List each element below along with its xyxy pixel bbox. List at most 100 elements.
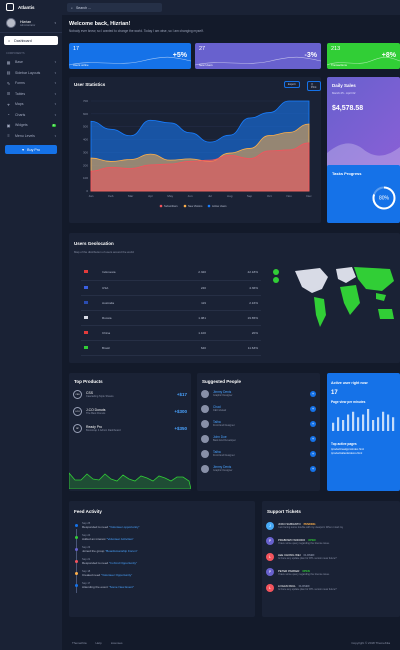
add-person-button[interactable]: + [310, 465, 316, 472]
sidebar-item-forms[interactable]: ✎ Forms ▾ [0, 78, 62, 89]
top-products-card: Top Products CSS CSS Cascading Style Sheet… [69, 373, 191, 491]
person-name[interactable]: John Doe [213, 435, 227, 439]
x-tick-label: Feb [108, 194, 114, 198]
list-item[interactable]: CSS CSS Cascading Style Sheets +$17 [69, 386, 191, 403]
add-person-button[interactable]: + [310, 405, 316, 412]
feed-link[interactable]: "In-Kind Opportunity" [109, 561, 138, 565]
person-name[interactable]: Talha [213, 420, 221, 424]
sidebar-item-menu-levels[interactable]: ≡ Menu Levels ▾ [0, 131, 62, 142]
list-item[interactable]: John Doe Back End Developer + [197, 431, 320, 446]
print-button[interactable]: ⎙ Print [307, 81, 321, 91]
sidebar-item-sidebar-layouts[interactable]: ▤ Sidebar Layouts ▾ [0, 68, 62, 79]
sidebar-item-maps[interactable]: ⌖ Maps ▾ [0, 99, 62, 110]
add-person-button[interactable]: + [310, 450, 316, 457]
person-info: John Doe Back End Developer [213, 435, 236, 442]
ticket-info: LEE CHONG WEI CLOSED Is there any update p… [278, 553, 337, 560]
sidebar-section-label: COMPONENTS [6, 52, 25, 55]
person-name[interactable]: Talha [213, 450, 221, 454]
list-item[interactable]: RP Ready Pro Bootstrap 4 Admin Dashboard +$… [69, 420, 191, 437]
footer-link[interactable]: Licenses [110, 640, 123, 645]
world-map[interactable] [290, 263, 400, 333]
sidebar-item-label: Base [15, 60, 23, 65]
product-logo-icon: RP [73, 424, 82, 433]
ticket-item[interactable]: J JOKO SUBIANTO PENDING I am facing some tr… [262, 518, 400, 534]
person-name[interactable]: Chad [213, 405, 221, 409]
list-item[interactable]: Talha Front End Designer + [197, 446, 320, 461]
chevron-down-icon: ▾ [54, 112, 56, 117]
sidebar-item-tables[interactable]: ☰ Tables ▾ [0, 89, 62, 100]
add-person-button[interactable]: + [310, 390, 316, 397]
list-item[interactable]: J.CO J.CO Donuts The Best Donuts +$300 [69, 403, 191, 420]
flag-cell [81, 280, 99, 296]
chevron-down-icon: ▾ [54, 102, 56, 107]
feed-link[interactable]: "Volunteer opportunity" [109, 525, 140, 529]
support-tickets-card: Support Tickets J JOKO SUBIANTO PENDING I a… [262, 501, 400, 617]
sidebar-item-charts[interactable]: ◔ Charts ▾ [0, 110, 62, 121]
add-person-button[interactable]: + [310, 435, 316, 442]
product-info: CSS Cascading Style Sheets [86, 391, 114, 398]
caret-down-icon[interactable]: ▾ [54, 21, 56, 25]
sidebar-item-label: Dashboard [14, 38, 32, 43]
ticket-user: LOGAN PAUL [278, 584, 296, 589]
person-info: Jimmy Denis Graphic Designer [213, 390, 232, 397]
person-name[interactable]: Jimmy Denis [213, 390, 232, 394]
buy-pro-label: Buy Pro [27, 147, 40, 152]
ticket-header: JOKO SUBIANTO PENDING [278, 522, 343, 526]
stat-change: +5% [172, 52, 187, 59]
export-button[interactable]: Export [284, 81, 300, 88]
feed-content: Sep 17 Attending the event "Some New Even… [82, 582, 134, 594]
sidebar-item-widgets[interactable]: ▣ Widgets 4 [0, 120, 62, 131]
y-tick-label: 200 [83, 163, 88, 167]
card-title: Tasks Progress [332, 171, 362, 176]
search-icon[interactable]: ⌕ [71, 5, 73, 10]
list-item[interactable]: Talha Front End Designer + [197, 416, 320, 431]
footer-link[interactable]: ThemeKita [72, 640, 87, 645]
user-profile[interactable]: Hizrian Administrator ▾ [0, 14, 62, 33]
ticket-item[interactable]: L LEE CHONG WEI CLOSED Is there any update … [262, 549, 400, 565]
topbar: ⌕ Search ... [62, 0, 400, 15]
list-item[interactable]: Jimmy Denis Graphic Designer + [197, 386, 320, 401]
top-page-link[interactable]: /product/readypro/index.html [331, 448, 364, 451]
avatar [201, 464, 209, 473]
y-tick-label: 400 [83, 138, 88, 142]
stat-sparkline [327, 56, 400, 66]
legend-label[interactable]: Subscribers [164, 204, 178, 208]
ticket-info: JOKO SUBIANTO PENDING I am facing some tro… [278, 522, 343, 529]
list-item[interactable]: Jimmy Denis Graphic Designer + [197, 461, 320, 476]
page-view-label: Page view per minutes [331, 400, 366, 404]
page-view-bar [392, 417, 395, 431]
ticket-user: JOKO SUBIANTO [278, 522, 301, 527]
list-item[interactable]: Chad CEO Zeleaf + [197, 401, 320, 416]
top-page-link[interactable]: /product/atlantis/demo.html [331, 452, 363, 455]
ticket-item[interactable]: L LOGAN PAUL CLOSED Is there any update pla… [262, 580, 400, 596]
feed-link[interactable]: "Volunteer Activities" [106, 537, 134, 541]
zoom-out-button[interactable] [273, 277, 279, 283]
footer-link[interactable]: Help [95, 640, 102, 645]
add-person-button[interactable]: + [310, 420, 316, 427]
zoom-in-button[interactable] [273, 269, 279, 275]
feed-link[interactable]: "Some New Event" [108, 585, 135, 589]
ticket-item[interactable]: P PETER PARKER OPEN I have some query regar… [262, 565, 400, 581]
legend-label[interactable]: New Visitors [188, 204, 203, 208]
brand[interactable]: Atlantis [0, 0, 62, 14]
feed-link[interactable]: "Volunteer Opportunity" [101, 573, 133, 577]
feed-item: Sep 24 Added an interest "Volunteer Activ… [69, 534, 255, 546]
table-row: USA 240 4.36% [81, 280, 261, 296]
y-tick-label: 700 [83, 99, 88, 103]
search-input[interactable]: ⌕ Search ... [67, 3, 162, 12]
ticket-item[interactable]: P PRABOWO WIDODO OPEN I have some query reg… [262, 534, 400, 550]
legend-label[interactable]: Active Users [212, 204, 227, 208]
page-view-bar [382, 411, 385, 431]
sidebar-item-base[interactable]: ▦ Base ▾ [0, 57, 62, 68]
product-category: The Best Donuts [86, 412, 106, 415]
ticket-message: Is there any update plan for RTL version… [278, 557, 337, 561]
buy-pro-button[interactable]: ♥ Buy Pro [5, 145, 57, 154]
sidebar-item-dashboard[interactable]: ⌂ Dashboard [4, 36, 58, 45]
feed-link[interactable]: "Boardsmanship Forum" [105, 549, 138, 553]
status-badge: OPEN [308, 538, 316, 542]
person-name[interactable]: Jimmy Denis [213, 465, 232, 469]
product-category: Bootstrap 4 Admin Dashboard [86, 429, 121, 432]
chevron-down-icon: ▾ [54, 81, 56, 86]
feed-text: Responded to need "In-Kind Opportunity" [82, 561, 137, 565]
welcome-header: Welcome back, Hizrian! Nobody ever knew,… [69, 21, 204, 33]
